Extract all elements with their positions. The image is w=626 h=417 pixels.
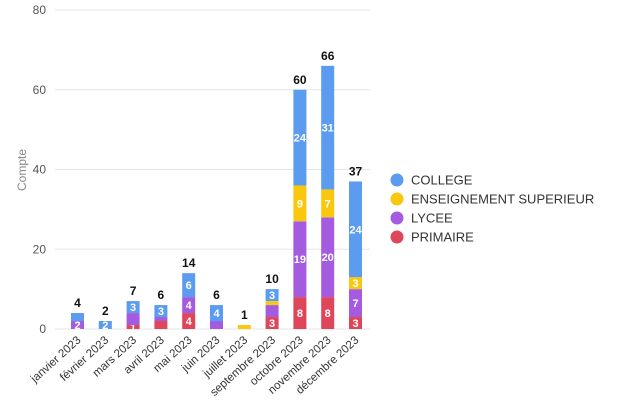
bar-segment xyxy=(265,317,279,329)
segment-value-label: 31 xyxy=(322,123,334,135)
bar-segment xyxy=(349,277,362,290)
segment-value-label: 3 xyxy=(352,318,358,330)
bar-segment xyxy=(349,181,362,278)
segment-value-label: 9 xyxy=(297,198,303,210)
segment-value-label: 20 xyxy=(322,252,334,264)
bar-segment xyxy=(182,273,196,298)
segment-value-label: 8 xyxy=(297,308,303,320)
segment-value-label: 2 xyxy=(102,320,108,332)
segment-value-label: 19 xyxy=(294,254,306,266)
segment-value-label: 7 xyxy=(325,198,331,210)
bar-total-label: 2 xyxy=(102,304,109,318)
bar-segment xyxy=(293,221,307,298)
segment-value-label: 1 xyxy=(130,322,136,334)
legend-swatch xyxy=(390,230,404,244)
bar-segment xyxy=(210,321,223,329)
segment-value-label: 4 xyxy=(186,316,193,328)
segment-value-label: 4 xyxy=(213,308,220,320)
bar-segment xyxy=(182,297,196,314)
y-tick-label: 20 xyxy=(33,242,47,256)
legend-swatch xyxy=(390,211,404,225)
bar-segment xyxy=(321,65,335,190)
bar-segment xyxy=(321,189,335,218)
bar-segment xyxy=(321,217,335,298)
bar-total-label: 60 xyxy=(293,73,307,87)
segment-value-label: 3 xyxy=(269,318,275,330)
y-tick-label: 0 xyxy=(39,322,46,336)
y-axis-label: Compte xyxy=(15,149,29,191)
legend-swatch xyxy=(390,173,404,187)
bar-total-label: 6 xyxy=(158,288,165,302)
bar-segment xyxy=(98,321,112,329)
bar-total-label: 1 xyxy=(241,308,248,322)
bar-segment xyxy=(210,305,223,322)
bar-total-label: 14 xyxy=(182,256,196,270)
bar-segment xyxy=(126,301,140,314)
legend-label: PRIMAIRE xyxy=(411,230,474,245)
segment-value-label: 4 xyxy=(186,300,193,312)
bar-segment xyxy=(126,313,140,326)
bar-segment xyxy=(293,185,307,222)
legend-label: ENSEIGNEMENT SUPERIEUR xyxy=(411,192,594,207)
bar-segment xyxy=(321,297,335,329)
bar-segment xyxy=(293,297,307,329)
bar-segment xyxy=(237,325,251,329)
bar-total-label: 7 xyxy=(130,284,137,298)
bar-segment xyxy=(126,325,140,329)
segment-value-label: 8 xyxy=(325,308,331,320)
segment-value-label: 3 xyxy=(269,290,275,302)
segment-value-label: 24 xyxy=(294,133,307,145)
segment-value-label: 3 xyxy=(130,302,136,314)
bar-segment xyxy=(154,317,168,322)
bar-segment xyxy=(265,305,279,318)
segment-value-label: 3 xyxy=(158,306,164,318)
bar-segment xyxy=(265,301,279,306)
bar-total-label: 10 xyxy=(265,272,279,286)
bar-total-label: 6 xyxy=(213,288,220,302)
bar-segment xyxy=(71,321,84,329)
bar-segment xyxy=(154,305,168,318)
segment-value-label: 2 xyxy=(74,320,80,332)
bar-segment xyxy=(293,89,307,186)
bar-total-label: 66 xyxy=(321,49,335,63)
bar-segment xyxy=(349,289,362,318)
bar-segment xyxy=(71,313,84,322)
bar-segment xyxy=(265,289,279,302)
segment-value-label: 7 xyxy=(352,298,358,310)
bar-segment xyxy=(182,313,196,329)
legend-swatch xyxy=(390,192,404,206)
legend-label: LYCEE xyxy=(411,211,453,226)
bar-total-label: 37 xyxy=(349,164,363,178)
bar-total-label: 4 xyxy=(74,296,81,310)
segment-value-label: 6 xyxy=(186,280,192,292)
bar-segment xyxy=(154,321,168,329)
segment-value-label: 3 xyxy=(352,278,358,290)
legend-label: COLLEGE xyxy=(411,173,473,188)
y-tick-label: 80 xyxy=(33,3,47,17)
y-tick-label: 40 xyxy=(33,163,47,177)
segment-value-label: 24 xyxy=(349,224,362,236)
y-tick-label: 60 xyxy=(33,83,47,97)
bar-segment xyxy=(349,317,362,329)
